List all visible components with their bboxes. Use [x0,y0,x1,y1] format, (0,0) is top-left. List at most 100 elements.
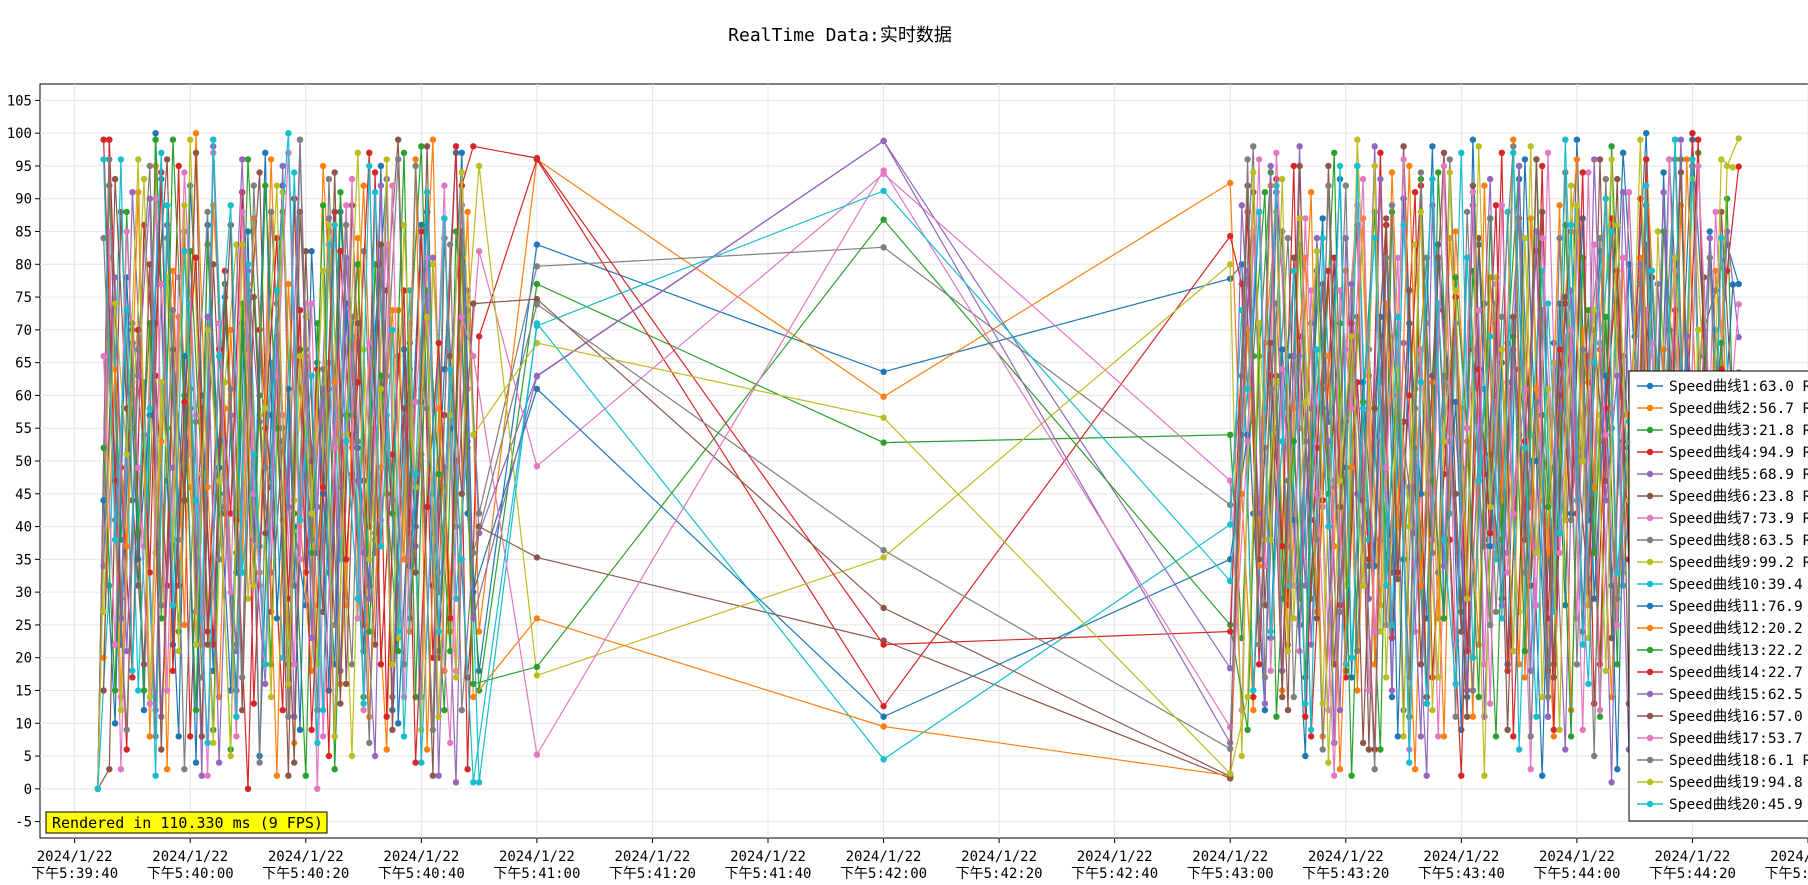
data-point [192,149,200,156]
data-point [1429,202,1436,209]
data-point [111,366,119,373]
data-point [250,182,257,189]
data-point [475,333,483,340]
data-point [343,556,350,563]
data-point [1602,667,1610,674]
data-point [1463,254,1471,261]
data-point [1527,766,1534,773]
data-point [1614,661,1621,668]
data-point [533,301,541,308]
data-point [1585,169,1592,176]
data-point [192,497,200,504]
data-point [296,726,304,733]
data-point [319,162,327,170]
data-point [221,267,229,275]
data-point [470,300,477,307]
data-point [135,189,142,196]
data-point [325,215,333,222]
data-point [389,182,396,189]
data-point [215,477,223,484]
data-point [1383,582,1390,589]
data-point [100,608,107,615]
data-point [262,182,269,189]
data-point [1279,346,1286,353]
legend-entry: Speed曲线1:63.0 RPM [1669,378,1808,395]
data-point [423,143,431,150]
data-point [1521,444,1529,452]
data-point [1417,661,1425,668]
data-point [1423,700,1430,707]
data-point [1244,726,1251,733]
data-point [302,248,309,255]
data-point [880,703,887,710]
data-point [1475,143,1482,150]
data-point [458,169,465,176]
data-point [1533,713,1540,720]
x-tick-label-time: 下午5:43:40 [1418,866,1505,882]
data-point [1302,752,1309,760]
data-point [140,661,148,668]
data-point [1521,385,1529,393]
y-tick-label: 35 [15,552,32,568]
data-point [1487,503,1494,511]
data-point [1706,234,1714,242]
data-point [880,723,887,730]
data-point [1469,136,1477,143]
legend-swatch-marker [1646,448,1654,456]
data-point [452,674,460,681]
data-point [1279,438,1286,445]
legend-swatch-marker [1646,690,1654,698]
data-point [1487,700,1494,707]
data-point [1336,766,1344,773]
data-point [262,680,269,688]
data-point [1521,674,1529,681]
data-point [204,641,211,648]
data-point [279,654,286,661]
data-point [239,674,246,681]
data-point [1313,615,1321,622]
data-point [117,706,125,714]
data-point [470,693,477,701]
legend-swatch-marker [1646,426,1654,434]
data-point [1244,438,1251,445]
data-point [412,759,419,766]
data-point [1677,169,1685,176]
data-point [250,293,257,301]
data-point [129,667,136,674]
data-point [1348,772,1355,779]
data-point [475,510,483,517]
data-point [429,726,437,733]
data-point [146,693,153,701]
data-point [1331,772,1338,779]
data-point [1637,280,1644,288]
data-point [533,280,541,288]
data-point [1371,766,1378,773]
y-tick-label: 30 [15,585,32,601]
data-point [1359,405,1367,412]
data-point [423,746,431,753]
data-point [389,326,396,334]
data-point [187,733,194,740]
legend-swatch-marker [1646,382,1654,390]
data-point [314,785,321,792]
data-point [1637,136,1644,143]
data-point [163,156,171,163]
x-tick-label-time: 下午5:43:00 [1187,866,1274,882]
data-point [117,156,125,163]
data-point [1227,665,1234,672]
data-point [273,615,281,622]
data-point [343,411,350,419]
legend-entry: Speed曲线20:45.9 RPM [1669,796,1808,813]
data-point [1296,215,1303,222]
data-point [1619,254,1627,261]
data-point [1539,693,1546,701]
data-point [1544,300,1552,307]
data-point [1498,346,1506,353]
series-20 [100,130,1737,786]
data-point [239,156,246,163]
data-point [296,556,304,563]
data-point [1492,202,1500,209]
data-point [423,405,431,412]
data-point [239,208,246,216]
data-point [1625,189,1633,196]
